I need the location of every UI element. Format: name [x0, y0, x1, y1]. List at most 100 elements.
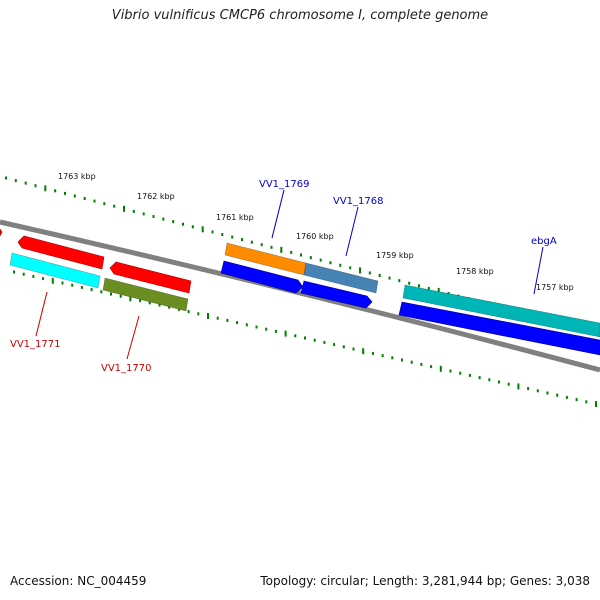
tick-lower-54 — [536, 389, 539, 393]
tick-upper-40 — [398, 279, 401, 283]
tick-lower-60 — [595, 401, 597, 407]
tick-upper-17 — [172, 220, 175, 224]
gene-arrow-minus-1 — [17, 235, 105, 270]
tick-lower-31 — [313, 338, 316, 342]
gene-label-VV1_1768: VV1_1768 — [333, 196, 384, 207]
tick-lower-3 — [42, 277, 45, 281]
accession-text: Accession: NC_004459 — [10, 574, 147, 588]
kbp-label-1757: 1757 kbp — [536, 283, 574, 292]
kbp-label-1760: 1760 kbp — [296, 232, 334, 241]
tick-lower-46 — [459, 371, 462, 375]
tick-upper-11 — [113, 204, 116, 208]
tick-lower-40 — [401, 358, 403, 362]
tick-lower-50 — [498, 380, 500, 384]
tick-upper-19 — [191, 225, 194, 229]
tick-lower-22 — [226, 318, 229, 322]
tick-lower-35 — [352, 347, 355, 351]
genome-backbone — [0, 219, 600, 373]
tick-lower-13 — [139, 299, 142, 303]
tick-upper-41 — [408, 281, 411, 285]
tick-lower-8 — [90, 288, 93, 292]
tick-upper-12 — [123, 205, 125, 212]
tick-upper-3 — [34, 184, 37, 188]
gene-bar-VV1_1771 — [9, 252, 101, 289]
tick-lower-19 — [197, 312, 200, 316]
tick-lower-44 — [439, 365, 442, 372]
tick-lower-0 — [13, 270, 15, 274]
kbp-label-1763: 1763 kbp — [58, 172, 96, 181]
tick-upper-23 — [231, 235, 234, 239]
tick-lower-15 — [158, 303, 161, 307]
tick-upper-31 — [309, 256, 312, 260]
tick-upper-9 — [93, 199, 96, 203]
tick-lower-42 — [420, 362, 423, 366]
tick-upper-14 — [142, 212, 145, 216]
map-title: Vibrio vulnificus CMCP6 chromosome I, co… — [111, 8, 489, 23]
tick-upper-22 — [221, 233, 224, 236]
tick-lower-56 — [556, 393, 559, 397]
tick-lower-5 — [61, 281, 64, 285]
tick-upper-4 — [44, 185, 47, 192]
tick-lower-24 — [245, 323, 248, 327]
tick-lower-10 — [110, 292, 112, 296]
tick-lower-9 — [100, 290, 103, 294]
tick-lower-30 — [304, 336, 306, 340]
tick-upper-37 — [368, 271, 371, 275]
tick-upper-42 — [418, 284, 420, 288]
tick-lower-34 — [342, 345, 345, 349]
tick-upper-43 — [427, 286, 430, 290]
tick-lower-55 — [546, 391, 549, 395]
tick-lower-1 — [22, 272, 25, 276]
topology-summary-text: Topology: circular; Length: 3,281,944 bp… — [260, 574, 590, 588]
tick-lower-26 — [265, 327, 268, 331]
tick-lower-21 — [216, 316, 219, 320]
leader-VV1_1769 — [271, 189, 285, 239]
gene-arrow-minus-2 — [109, 261, 192, 294]
tick-lower-14 — [148, 301, 151, 305]
tick-lower-4 — [51, 277, 54, 284]
tick-lower-53 — [527, 387, 530, 391]
gene-arrow-plus-2 — [300, 280, 373, 309]
gene-label-VV1_1771: VV1_1771 — [10, 339, 61, 350]
tick-upper-16 — [162, 217, 165, 221]
kbp-label-1759: 1759 kbp — [376, 251, 414, 260]
leader-VV1_1770 — [126, 315, 140, 360]
gene-label-VV1_1769: VV1_1769 — [259, 179, 310, 190]
tick-upper-38 — [378, 274, 381, 277]
kbp-label-1762: 1762 kbp — [137, 192, 175, 201]
tick-lower-41 — [410, 360, 413, 364]
tick-upper-33 — [329, 261, 332, 265]
gene-arrow-plus-1 — [220, 260, 304, 294]
tick-upper-28 — [280, 246, 283, 253]
tick-lower-43 — [430, 365, 433, 369]
tick-lower-58 — [575, 398, 578, 402]
tick-lower-18 — [187, 310, 190, 314]
tick-lower-12 — [129, 295, 132, 302]
tick-upper-18 — [182, 222, 184, 226]
tick-upper-6 — [64, 191, 66, 195]
tick-upper-35 — [349, 266, 352, 270]
tick-lower-36 — [362, 348, 365, 355]
tick-upper-30 — [300, 253, 302, 257]
kbp-label-1758: 1758 kbp — [456, 267, 494, 276]
gene-bar-ebgA — [402, 284, 600, 338]
tick-upper-5 — [54, 189, 57, 193]
tick-lower-2 — [32, 274, 35, 278]
tick-dots-lower — [13, 270, 597, 407]
tick-lower-16 — [168, 305, 171, 309]
tick-lower-57 — [565, 395, 568, 399]
tick-lower-33 — [333, 343, 336, 347]
tick-lower-17 — [177, 307, 180, 311]
tick-upper-25 — [250, 240, 253, 244]
leader-ebgA — [533, 246, 544, 295]
gene-arrow-minus-3 — [0, 228, 3, 237]
tick-upper-27 — [270, 245, 273, 249]
tick-upper-10 — [103, 202, 106, 206]
tick-lower-38 — [381, 354, 384, 358]
tick-lower-7 — [80, 285, 83, 289]
tick-lower-6 — [71, 283, 74, 287]
leader-VV1_1771 — [35, 291, 48, 337]
tick-lower-27 — [274, 329, 277, 333]
